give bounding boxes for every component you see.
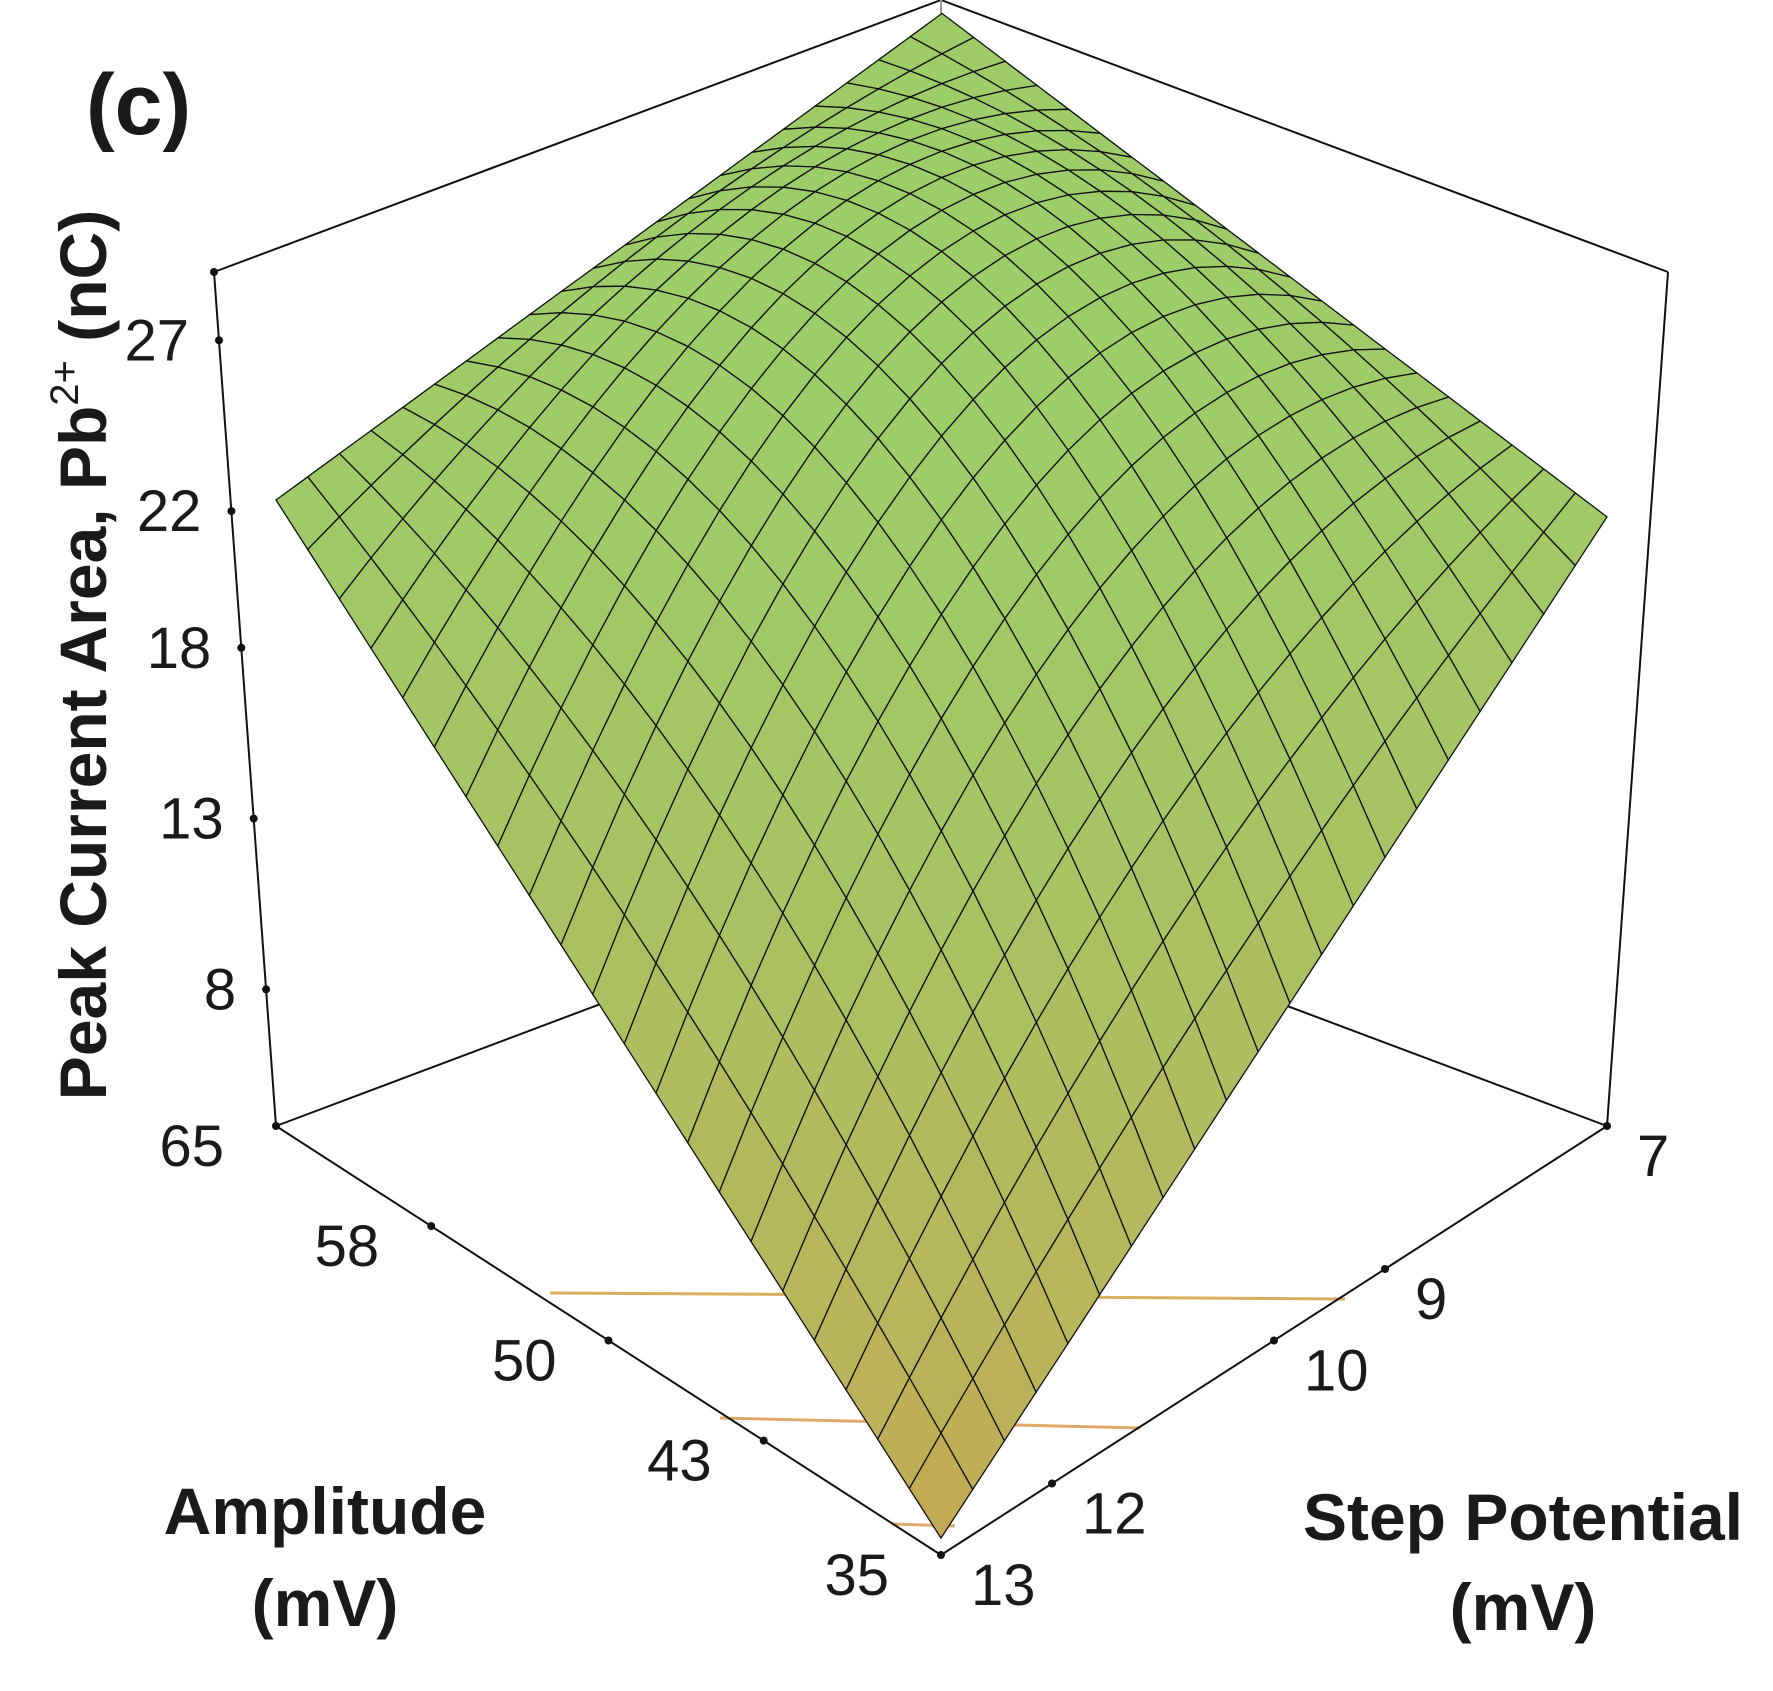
step-potential-tick-label: 12 bbox=[1082, 1482, 1147, 1547]
back-top-right-edge bbox=[940, 0, 1669, 273]
amplitude-tick-label: 43 bbox=[647, 1429, 712, 1494]
amplitude-tick-label: 65 bbox=[159, 1114, 224, 1179]
z-tick-label: 27 bbox=[124, 308, 189, 373]
z-tick-label: 22 bbox=[137, 479, 202, 544]
step-potential-tick-label: 9 bbox=[1415, 1267, 1447, 1332]
amplitude-tick-label: 58 bbox=[315, 1214, 380, 1279]
z-tick-label: 8 bbox=[204, 957, 236, 1022]
z-axis-title-unit: (nC) bbox=[46, 210, 120, 360]
amplitude-tick-label: 35 bbox=[824, 1543, 889, 1608]
step-potential-axis-title-line2: (mV) bbox=[1450, 1570, 1597, 1644]
axis-ticks: 35 43 50 58 65 13 12 10 9 7 8 13 18 22 27 bbox=[124, 268, 1669, 1618]
response-surface bbox=[275, 12, 1608, 1540]
back-top-left-edge bbox=[213, 0, 942, 273]
step-potential-tick-mark bbox=[1381, 1265, 1389, 1273]
z-tick-mark bbox=[215, 336, 223, 345]
amplitude-tick-mark bbox=[604, 1336, 613, 1345]
amplitude-tick-label: 50 bbox=[492, 1329, 557, 1394]
step-potential-tick-label: 7 bbox=[1637, 1124, 1669, 1189]
step-potential-tick-mark bbox=[1048, 1479, 1056, 1488]
floor-left-corner-dot bbox=[272, 1122, 280, 1130]
z-tick-mark bbox=[262, 985, 271, 994]
right-vertical-edge bbox=[1606, 271, 1669, 1127]
z-axis-title: Peak Current Area, Pb2+ (nC) bbox=[43, 210, 120, 1100]
amplitude-axis-title-line1: Amplitude bbox=[164, 1474, 487, 1548]
z-axis-title-text: Peak Current Area, Pb2+ (nC) bbox=[43, 210, 120, 1100]
amplitude-tick-mark bbox=[759, 1436, 768, 1445]
amplitude-tick-mark bbox=[427, 1222, 436, 1231]
z-axis-title-superscript: 2+ bbox=[43, 360, 87, 406]
z-tick-mark bbox=[249, 814, 258, 823]
z-tick-mark bbox=[237, 643, 246, 652]
step-potential-axis-title-line1: Step Potential bbox=[1303, 1480, 1743, 1554]
step-potential-tick-mark bbox=[1270, 1336, 1278, 1345]
panel-label: (c) bbox=[86, 57, 191, 153]
floor-right-corner-dot bbox=[1603, 1122, 1611, 1130]
z-tick-mark bbox=[227, 507, 236, 516]
amplitude-axis-title-line2: (mV) bbox=[252, 1566, 399, 1640]
step-potential-tick-label: 13 bbox=[971, 1553, 1036, 1618]
step-potential-tick-label: 10 bbox=[1304, 1339, 1369, 1404]
z-axis-title-main: Peak Current Area, Pb bbox=[46, 406, 120, 1100]
surface-cell bbox=[908, 1431, 974, 1540]
z-axis-line bbox=[213, 271, 277, 1127]
z-tick-label: 18 bbox=[147, 616, 212, 681]
z-axis-top-dot bbox=[210, 268, 218, 276]
floor-front-corner-dot bbox=[937, 1551, 945, 1559]
z-tick-label: 13 bbox=[159, 787, 224, 852]
